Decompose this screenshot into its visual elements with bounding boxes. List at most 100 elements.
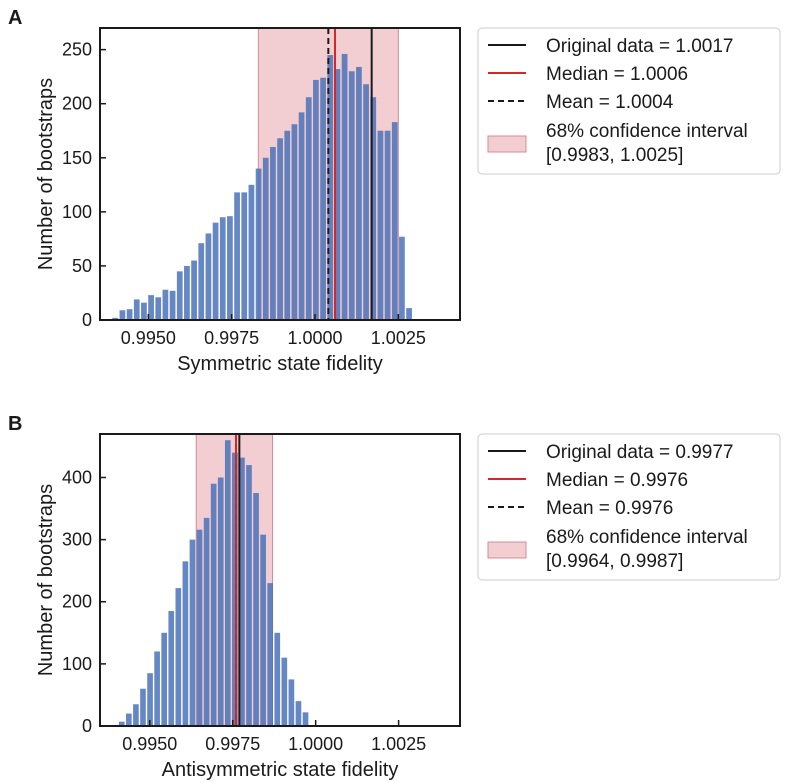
histogram-bar — [320, 77, 326, 321]
legend-median-label: Median = 0.9976 — [546, 470, 688, 491]
histogram-bar — [384, 130, 391, 320]
x-axis-label: Symmetric state fidelity — [177, 353, 383, 375]
histogram-bar — [348, 71, 355, 320]
histogram-bar — [391, 122, 398, 320]
legend-ci-range: [0.9983, 1.0025] — [546, 145, 683, 166]
histogram-bar — [140, 688, 146, 726]
histogram-bar — [154, 651, 160, 726]
legend-mean-label: Mean = 0.9976 — [546, 498, 673, 519]
histogram-bar — [260, 534, 266, 726]
histogram-bar — [270, 146, 276, 320]
y-tick-label: 150 — [62, 148, 92, 168]
histogram-bar — [189, 539, 196, 726]
histogram-bar — [302, 712, 309, 726]
x-tick-label: 0.9975 — [205, 734, 260, 754]
histogram-bar — [295, 701, 302, 726]
histogram-bar — [291, 124, 298, 320]
histogram-bar — [155, 297, 162, 320]
histogram-bar — [205, 233, 212, 320]
histogram-bar — [327, 55, 334, 320]
histogram-bar — [227, 216, 233, 320]
histogram-bar — [148, 295, 154, 320]
x-tick-label: 1.0025 — [371, 328, 426, 348]
histogram-bar — [126, 309, 133, 320]
y-tick-label: 200 — [62, 592, 92, 612]
histogram-bar — [377, 130, 384, 320]
histogram-bar — [334, 69, 341, 320]
histogram-bar — [126, 713, 132, 726]
y-tick-label: 250 — [62, 40, 92, 60]
legend-ci-swatch — [487, 135, 527, 153]
histogram-bar — [224, 440, 231, 726]
histogram-bar — [191, 260, 197, 320]
histogram-bar — [147, 673, 153, 726]
histogram-bar — [175, 588, 182, 726]
histogram-bar — [182, 561, 189, 726]
histogram-bar — [284, 130, 291, 320]
histogram-bar — [277, 138, 283, 320]
histogram-bar — [241, 192, 248, 320]
histogram-bar — [248, 184, 255, 320]
histogram-bar — [232, 452, 238, 726]
x-tick-label: 1.0000 — [288, 734, 343, 754]
histogram-bar — [356, 66, 362, 320]
histogram-bar — [196, 529, 203, 726]
y-tick-label: 400 — [62, 467, 92, 487]
histogram-bar — [234, 192, 240, 320]
histogram-bar — [168, 611, 175, 726]
x-axis-label: Antisymmetric state fidelity — [162, 759, 399, 781]
histogram-bar — [262, 157, 269, 320]
histogram-bar — [212, 222, 219, 320]
legend: Original data = 1.0017 Median = 1.0006 Mea… — [477, 27, 781, 175]
histogram-bar — [288, 679, 295, 726]
histogram-bar — [341, 53, 348, 320]
legend-original-label: Original data = 1.0017 — [546, 36, 734, 57]
y-axis-label: Number of bootstraps — [35, 484, 57, 676]
histogram-bar — [133, 299, 140, 320]
histogram-bar — [176, 271, 183, 320]
y-tick-label: 300 — [62, 530, 92, 550]
legend: Original data = 0.9977 Median = 0.9976 Mea… — [477, 433, 781, 581]
histogram-bar — [210, 483, 217, 726]
histogram-bar — [162, 289, 169, 320]
panel-b: B 0.9950 0.9975 1.0000 1.0025 0 100 200 300 400 An… — [8, 413, 781, 781]
legend-median-label: Median = 1.0006 — [546, 64, 688, 85]
histogram-bar — [239, 457, 245, 726]
y-tick-label: 50 — [72, 256, 92, 276]
histogram-bar — [298, 112, 305, 320]
histogram-bar — [267, 583, 274, 726]
histogram-bar — [281, 657, 288, 726]
legend-ci-label: 68% confidence interval — [546, 527, 748, 548]
histogram-bar — [363, 84, 369, 321]
histogram-bar — [217, 477, 224, 726]
y-tick-label: 0 — [82, 310, 92, 330]
panel-a: A 0.9950 0.9975 1.0000 1.0025 0 50 100 150 200 250… — [8, 7, 781, 375]
legend-mean-label: Mean = 1.0004 — [546, 92, 674, 113]
histogram-bar — [313, 79, 319, 321]
panel-label: B — [8, 413, 22, 435]
y-tick-label: 100 — [62, 202, 92, 222]
histogram-bar — [406, 308, 412, 320]
histogram-bar — [133, 704, 139, 726]
x-tick-label: 0.9950 — [122, 734, 177, 754]
y-tick-label: 200 — [62, 94, 92, 114]
histogram-bar — [274, 632, 281, 726]
histogram-bar — [119, 310, 126, 320]
y-tick-label: 0 — [82, 716, 92, 736]
panel-label: A — [8, 7, 22, 29]
axes-frame — [99, 433, 461, 727]
histogram-bar — [305, 97, 312, 320]
legend-ci-label: 68% confidence interval — [546, 121, 748, 142]
histogram-bar — [203, 517, 210, 726]
legend-frame — [477, 433, 781, 581]
y-tick-label: 100 — [62, 654, 92, 674]
x-tick-label: 0.9975 — [204, 328, 259, 348]
x-tick-label: 1.0025 — [371, 734, 426, 754]
histogram-bar — [169, 290, 176, 320]
legend-original-label: Original data = 0.9977 — [546, 442, 734, 463]
histogram-bar — [246, 465, 252, 726]
histogram-bar — [161, 632, 168, 726]
legend-ci-swatch — [487, 541, 527, 559]
x-tick-label: 1.0000 — [287, 328, 342, 348]
y-axis-label: Number of bootstraps — [35, 78, 57, 270]
